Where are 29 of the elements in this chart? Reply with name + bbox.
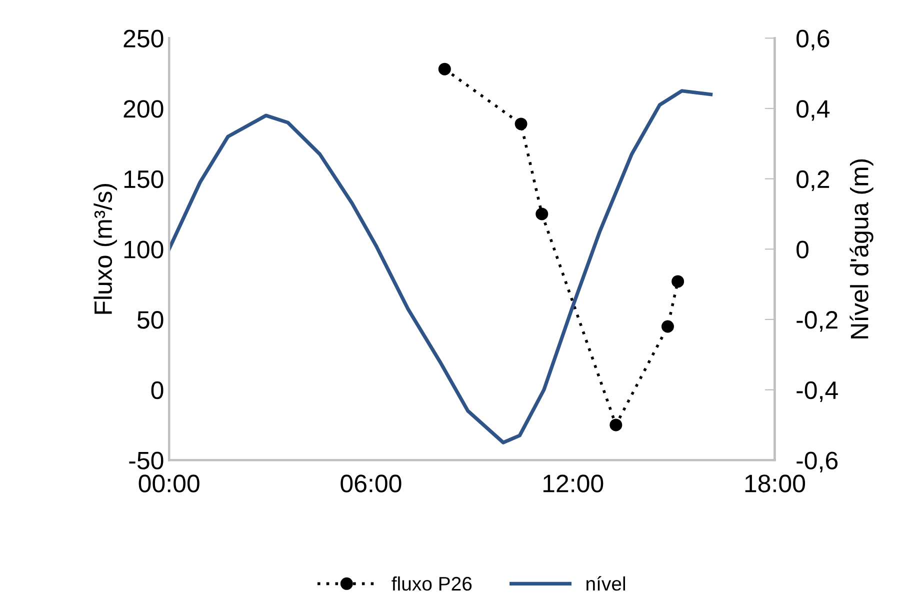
y2-axis-title: Nível d'água (m) <box>850 159 874 338</box>
point <box>610 418 622 432</box>
x-tick-label: 00:00 <box>138 474 200 492</box>
point <box>438 62 451 76</box>
legend-label: nível <box>586 576 626 591</box>
y2-tick-label: 0 <box>796 240 808 258</box>
x-tick-label: 12:00 <box>543 474 604 492</box>
line-series <box>169 89 713 444</box>
x-tick-label: 18:00 <box>745 474 806 492</box>
y-tick-label: 250 <box>124 30 164 48</box>
point <box>661 320 674 333</box>
y2-tick-label: 0,6 <box>796 30 830 50</box>
point <box>536 208 548 220</box>
y-tick-label: 150 <box>124 170 164 188</box>
y2-tick-label: 0,4 <box>796 100 830 121</box>
y-tick-label: -50 <box>129 452 164 470</box>
x-tick-label: 06:00 <box>340 474 402 492</box>
y2-tick-label: -0,2 <box>796 311 838 332</box>
y2-tick-label: -0,4 <box>796 381 838 402</box>
y2-tick-label: -0,6 <box>796 452 838 472</box>
point <box>514 118 528 130</box>
y2-tick-label: 0,2 <box>796 170 830 192</box>
point <box>672 275 684 288</box>
y-tick-label: 0 <box>151 381 164 400</box>
y-tick-label: 50 <box>137 311 164 329</box>
legend-label: fluxo P26 <box>392 576 472 591</box>
y-tick-label: 200 <box>124 100 164 118</box>
y-axis-title: Fluxo (m³/s) <box>94 184 117 314</box>
y-tick-label: 100 <box>124 240 164 258</box>
